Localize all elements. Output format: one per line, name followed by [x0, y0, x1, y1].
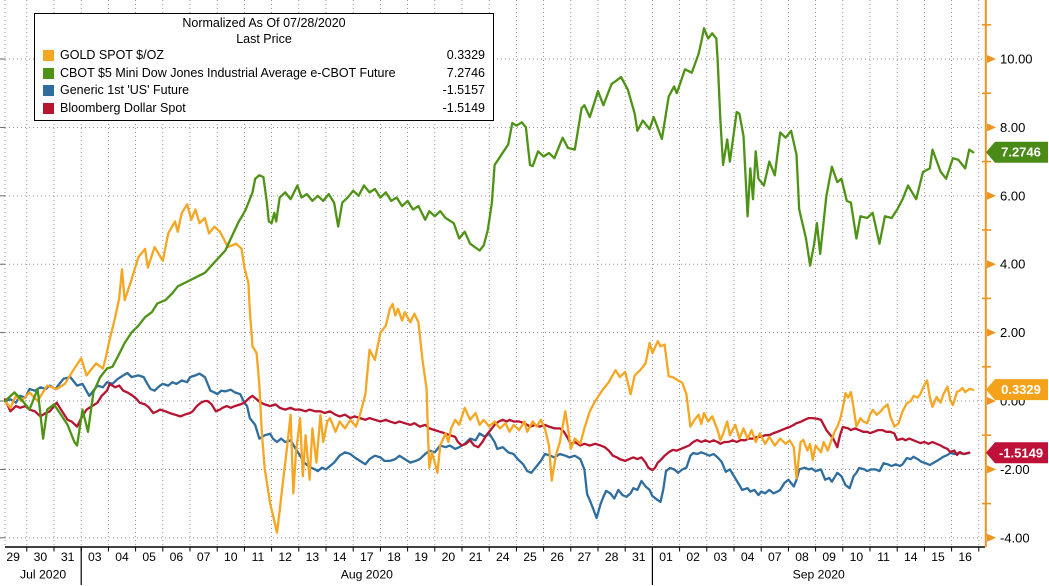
y-axis-tick-label: 8.00 — [1000, 120, 1025, 135]
x-axis-month-label: Jul 2020 — [20, 568, 66, 582]
x-axis-day-label: 07 — [197, 550, 211, 564]
legend-subtitle: Last Price — [236, 32, 292, 46]
legend-label: CBOT $5 Mini Dow Jones Industrial Averag… — [60, 65, 396, 80]
legend-row-dow-future: CBOT $5 Mini Dow Jones Industrial Averag… — [43, 65, 485, 83]
y-axis-tick-arrow-icon — [987, 191, 996, 200]
y-axis-tick-arrow-icon — [987, 533, 996, 542]
x-axis-day-label: 04 — [741, 550, 755, 564]
x-axis-day-label: 24 — [496, 550, 510, 564]
x-axis-day-label: 03 — [88, 550, 102, 564]
x-axis-day-label: 07 — [768, 550, 782, 564]
x-axis-day-label: 04 — [115, 550, 129, 564]
legend-label: GOLD SPOT $/OZ — [60, 48, 164, 62]
series-line-2 — [3, 371, 971, 520]
x-axis-day-label: 29 — [6, 550, 20, 564]
dollar-series-swatch-icon — [43, 102, 54, 114]
last-value-badge — [986, 442, 1048, 464]
legend-value: -1.5157 — [442, 83, 485, 97]
y-axis-tick-label: 6.00 — [1000, 188, 1025, 203]
legend-label: Bloomberg Dollar Spot — [60, 100, 186, 115]
last-value-badge-label: -1.5149 — [999, 445, 1043, 460]
x-axis-day-label: 09 — [822, 550, 836, 564]
x-axis-day-label: 25 — [523, 550, 537, 564]
y-axis-tick-arrow-icon — [987, 328, 996, 337]
x-axis-day-label: 11 — [877, 550, 890, 564]
x-axis-day-label: 26 — [550, 550, 564, 564]
y-axis-tick-arrow-icon — [987, 260, 996, 269]
x-axis-day-label: 02 — [686, 550, 700, 564]
dow-series-swatch-icon — [43, 67, 54, 79]
x-axis-month-label: Aug 2020 — [341, 568, 393, 582]
y-axis-tick-arrow-icon — [987, 123, 996, 132]
legend-row-us-future: Generic 1st 'US' Future -1.5157 — [43, 82, 485, 100]
last-value-badge — [986, 141, 1048, 163]
x-axis-day-label: 15 — [931, 550, 945, 564]
x-axis-day-label: 16 — [958, 550, 972, 564]
series-line-3 — [3, 382, 971, 472]
x-axis-day-label: 08 — [795, 550, 809, 564]
y-axis-tick-arrow-icon — [987, 465, 996, 474]
y-axis-tick-arrow-icon — [987, 397, 996, 405]
legend-value: 0.3329 — [446, 48, 485, 62]
x-axis-day-label: 12 — [278, 550, 292, 564]
legend-row-gold: GOLD SPOT $/OZ 0.3329 — [43, 47, 485, 65]
x-axis-day-label: 19 — [414, 550, 428, 564]
legend-box: Normalized As Of 07/28/2020 Last Price G… — [34, 13, 494, 121]
x-axis-day-label: 14 — [333, 550, 347, 564]
x-axis-day-label: 14 — [904, 550, 918, 564]
x-axis-day-label: 30 — [34, 550, 48, 564]
x-axis-day-label: 31 — [632, 550, 646, 564]
x-axis-day-label: 18 — [387, 550, 401, 564]
x-axis-day-label: 03 — [714, 550, 728, 564]
legend-row-dollar-spot: Bloomberg Dollar Spot -1.5149 — [43, 100, 485, 118]
series-lines — [3, 27, 975, 534]
gold-series-swatch-icon — [43, 50, 54, 62]
y-axis-tick-label: -2.00 — [1000, 462, 1030, 477]
value-badges: 7.2746 0.3329 -1.5149 — [986, 141, 1048, 464]
x-axis-day-label: 27 — [578, 550, 592, 564]
x-axis-day-label: 06 — [170, 550, 184, 564]
x-axis-day-label: 11 — [252, 550, 265, 564]
y-axis-tick-label: -4.00 — [1000, 530, 1030, 545]
last-value-badge — [986, 379, 1048, 401]
y-axis-tick-label: 10.00 — [1000, 52, 1033, 67]
legend-value: -1.5149 — [442, 100, 485, 115]
legend-label: Generic 1st 'US' Future — [60, 83, 190, 97]
x-axis-month-label: Sep 2020 — [793, 568, 845, 582]
x-axis-day-label: 13 — [306, 550, 320, 564]
x-axis-day-label: 10 — [224, 550, 238, 564]
x-axis-day-label: 28 — [605, 550, 619, 564]
last-value-badge-label: 0.3329 — [1001, 382, 1041, 397]
x-axis-day-label: 10 — [850, 550, 864, 564]
y-axis-tick-label: 2.00 — [1000, 325, 1025, 340]
last-value-badge-label: 7.2746 — [1001, 145, 1041, 160]
series-line-0 — [3, 203, 975, 534]
series-line-1 — [3, 27, 975, 447]
legend-title: Normalized As Of 07/28/2020 — [182, 16, 346, 30]
y-axis-tick-label: 4.00 — [1000, 257, 1025, 272]
y-axis-tick-arrow-icon — [987, 55, 996, 63]
x-axis-day-label: 05 — [142, 550, 156, 564]
x-axis-day-label: 20 — [442, 550, 456, 564]
x-axis-day-label: 31 — [61, 550, 75, 564]
x-axis-day-label: 17 — [360, 550, 374, 564]
legend-value: 7.2746 — [446, 65, 485, 80]
us-future-series-swatch-icon — [43, 85, 54, 97]
x-axis-day-label: 01 — [659, 550, 673, 564]
x-axis-day-label: 21 — [469, 550, 483, 564]
